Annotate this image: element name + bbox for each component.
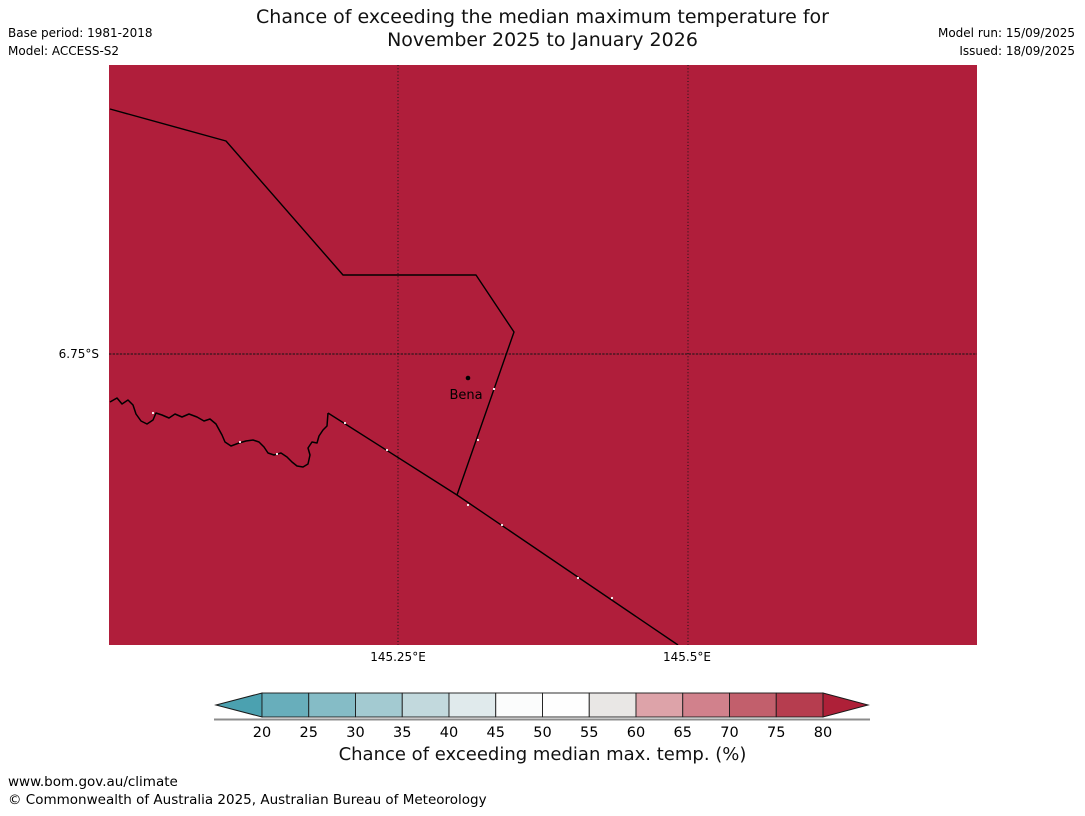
border-line-diagonal (327, 412, 679, 645)
colorbar-under-arrow (214, 692, 263, 718)
colorbar-tick-label: 20 (253, 725, 271, 741)
colorbar-tick-label: 70 (720, 725, 738, 741)
colorbar-segment (355, 692, 403, 718)
colorbar-segment (495, 692, 543, 718)
lat-axis-label: 6.75°S (58, 347, 99, 361)
lon-axis-label-1: 145.25°E (370, 650, 426, 664)
colorbar-over-arrow (822, 692, 870, 718)
model-info: Base period: 1981-2018 Model: ACCESS-S2 (8, 24, 153, 60)
colorbar-segment (261, 692, 310, 718)
colorbar-segment (635, 692, 684, 718)
colorbar-segment (308, 692, 356, 718)
colorbar-tick-label: 50 (533, 725, 551, 741)
footer-url: www.bom.gov.au/climate (8, 774, 178, 790)
colorbar-tick-label: 35 (393, 725, 411, 741)
colorbar-tick-label: 25 (300, 725, 318, 741)
colorbar-tick-label: 30 (346, 725, 364, 741)
colorbar: 20 25 30 35 40 45 50 55 60 65 70 75 80 (214, 692, 870, 741)
border-line-north (109, 108, 515, 496)
base-period-text: Base period: 1981-2018 (8, 26, 153, 40)
colorbar-tick-label: 65 (674, 725, 692, 741)
colorbar-tick-label: 45 (487, 725, 505, 741)
river-line (109, 397, 329, 468)
map-overlay-svg (109, 65, 977, 645)
colorbar-tick-label: 80 (814, 725, 832, 741)
lon-axis-label-2: 145.5°E (663, 650, 711, 664)
border-dash-specks (151, 387, 614, 600)
footer-copyright: © Commonwealth of Australia 2025, Austra… (8, 792, 487, 808)
issued-text: Issued: 18/09/2025 (959, 44, 1075, 58)
model-run-text: Model run: 15/09/2025 (937, 26, 1075, 40)
page-title-line1: Chance of exceeding the median maximum t… (256, 6, 829, 28)
town-marker-dot (465, 375, 471, 381)
colorbar-segment (401, 692, 450, 718)
map-area: Bena (109, 65, 977, 645)
colorbar-tick-label: 40 (440, 725, 458, 741)
run-info: Model run: 15/09/2025 Issued: 18/09/2025 (938, 24, 1075, 60)
colorbar-segment (729, 692, 777, 718)
colorbar-segment (682, 692, 730, 718)
colorbar-segment (448, 692, 497, 718)
colorbar-tick-label: 60 (627, 725, 645, 741)
colorbar-segment (542, 692, 590, 718)
colorbar-tick-label: 55 (580, 725, 598, 741)
model-name-text: Model: ACCESS-S2 (8, 44, 120, 58)
page-title-line2: November 2025 to January 2026 (387, 29, 698, 51)
colorbar-tick-label: 75 (767, 725, 785, 741)
colorbar-caption: Chance of exceeding median max. temp. (%… (338, 744, 747, 765)
colorbar-segment (775, 692, 824, 718)
town-label: Bena (449, 388, 483, 403)
colorbar-segment (588, 692, 637, 718)
